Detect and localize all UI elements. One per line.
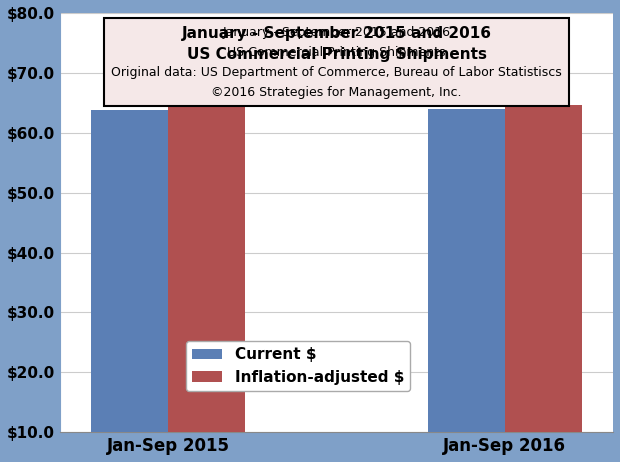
Bar — [168, 103, 245, 462]
Text: $63.82: $63.82 — [103, 93, 157, 107]
Text: January - September 2015 and 2016
US Commercial Printing Shipments: January - September 2015 and 2016 US Com… — [182, 25, 492, 61]
Bar — [505, 105, 582, 462]
Text: $65.04: $65.04 — [180, 85, 234, 99]
Legend: Current $, Inflation-adjusted $: Current $, Inflation-adjusted $ — [185, 341, 410, 391]
Text: $64.55: $64.55 — [516, 89, 570, 103]
Bar — [91, 110, 168, 462]
Text: January - September 2015 and 2016
US Commercial Printing Shipments
Original data: January - September 2015 and 2016 US Com… — [111, 25, 562, 98]
Text: $64.04: $64.04 — [440, 91, 494, 105]
Bar — [428, 109, 505, 462]
